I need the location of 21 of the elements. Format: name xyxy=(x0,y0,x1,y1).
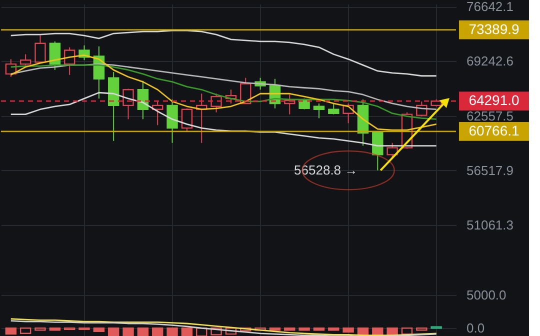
candlestick xyxy=(20,54,32,66)
candlestick xyxy=(64,46,76,76)
y-tick-label: 69242.6 xyxy=(466,54,514,69)
y-tick-label: 0.0 xyxy=(466,320,485,336)
candlestick xyxy=(210,93,222,113)
ref-line-label: 60766.1 xyxy=(468,122,520,138)
candlestick xyxy=(328,102,340,115)
candlestick xyxy=(49,40,60,70)
ref-line-label: 64291.0 xyxy=(468,92,520,108)
y-tick-label: 62557.5 xyxy=(466,108,514,124)
ref-line-label: 73389.9 xyxy=(468,20,520,37)
candlestick xyxy=(34,35,46,63)
y-tick-label: 56517.9 xyxy=(466,162,514,178)
y-tick-label: 76642.1 xyxy=(466,0,514,14)
candlestick xyxy=(166,99,178,144)
candlestick xyxy=(298,98,310,110)
y-tick-label: 51061.3 xyxy=(466,218,514,233)
y-tick-label: 5000.0 xyxy=(466,288,506,303)
candlestick xyxy=(386,142,398,160)
candlestick xyxy=(313,102,325,119)
line-series xyxy=(10,30,438,77)
